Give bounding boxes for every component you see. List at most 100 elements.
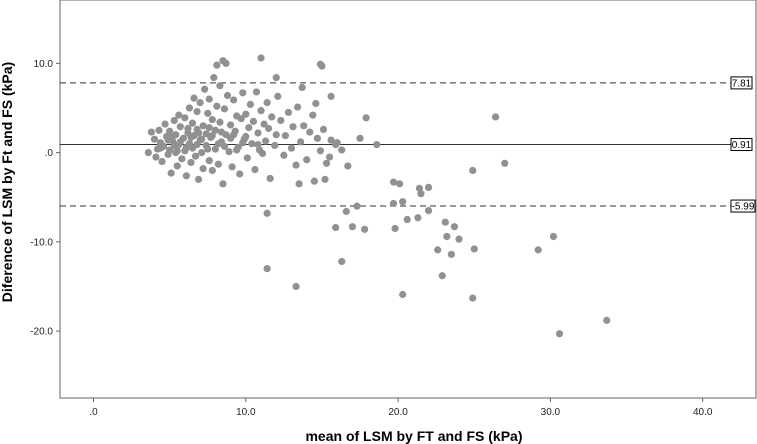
data-point bbox=[219, 180, 227, 188]
data-point bbox=[173, 147, 181, 155]
data-point bbox=[254, 140, 262, 149]
data-point bbox=[263, 265, 271, 273]
data-point bbox=[268, 113, 276, 121]
data-point bbox=[252, 88, 261, 96]
data-point bbox=[155, 126, 163, 134]
data-point bbox=[220, 142, 229, 150]
data-point bbox=[332, 223, 340, 232]
data-point bbox=[213, 102, 221, 110]
data-point bbox=[274, 92, 282, 100]
data-point bbox=[414, 214, 422, 222]
data-point bbox=[260, 120, 268, 128]
y-axis-title: Diference of LSM by Ft and FS (kPa) bbox=[0, 62, 15, 302]
data-point bbox=[236, 170, 244, 178]
data-point bbox=[199, 122, 207, 130]
plot-area-frame bbox=[59, 0, 757, 399]
data-point bbox=[213, 61, 221, 69]
data-point bbox=[144, 148, 152, 157]
data-point bbox=[216, 82, 224, 90]
data-point bbox=[251, 165, 259, 174]
data-point bbox=[147, 128, 155, 136]
data-point bbox=[175, 111, 183, 119]
data-point bbox=[441, 218, 449, 226]
data-point bbox=[310, 177, 318, 185]
data-point bbox=[214, 140, 222, 148]
data-point bbox=[223, 91, 232, 100]
data-point bbox=[237, 115, 245, 123]
data-point bbox=[239, 89, 247, 97]
data-point bbox=[242, 110, 250, 118]
data-point bbox=[242, 132, 250, 141]
data-point bbox=[303, 156, 311, 164]
data-point bbox=[555, 330, 564, 338]
data-point bbox=[214, 160, 222, 168]
data-point bbox=[280, 151, 288, 159]
data-point bbox=[272, 131, 280, 139]
data-point bbox=[389, 178, 398, 186]
data-point bbox=[254, 129, 262, 137]
data-point bbox=[348, 223, 357, 231]
data-point bbox=[455, 235, 463, 243]
data-point bbox=[220, 105, 229, 113]
data-point bbox=[327, 136, 335, 144]
data-point bbox=[266, 174, 274, 183]
data-point bbox=[297, 138, 305, 146]
data-point bbox=[211, 126, 219, 134]
data-point bbox=[166, 146, 174, 154]
data-point bbox=[438, 272, 446, 280]
data-point bbox=[309, 111, 317, 119]
data-point bbox=[198, 148, 206, 157]
data-point bbox=[172, 131, 180, 139]
data-point bbox=[228, 163, 236, 171]
data-point bbox=[306, 128, 314, 136]
data-point bbox=[201, 85, 209, 93]
data-point bbox=[243, 154, 251, 162]
data-point bbox=[249, 117, 258, 125]
data-point bbox=[194, 175, 203, 183]
data-point bbox=[316, 147, 325, 155]
data-point bbox=[319, 125, 328, 133]
data-point bbox=[230, 131, 238, 139]
data-point bbox=[262, 137, 270, 145]
data-point bbox=[257, 54, 265, 62]
reference-label-0: 7.81 bbox=[732, 78, 752, 89]
data-point bbox=[333, 139, 341, 147]
data-point bbox=[150, 135, 159, 143]
data-point bbox=[173, 162, 181, 170]
data-point bbox=[199, 165, 207, 173]
data-point bbox=[289, 123, 297, 131]
data-point bbox=[342, 207, 350, 216]
data-point bbox=[424, 183, 433, 191]
data-point bbox=[469, 166, 477, 175]
x-tick-label: 10.0 bbox=[236, 407, 256, 418]
data-point bbox=[205, 157, 213, 165]
data-point bbox=[443, 232, 451, 241]
data-point bbox=[178, 155, 186, 163]
data-point bbox=[298, 83, 306, 92]
data-point bbox=[166, 132, 174, 141]
data-point bbox=[399, 198, 407, 206]
reference-label-box-2 bbox=[730, 199, 756, 213]
data-point bbox=[184, 124, 192, 133]
x-axis-title: mean of LSM by FT and FS (kPa) bbox=[305, 428, 522, 444]
data-point bbox=[217, 128, 226, 136]
data-point bbox=[185, 104, 194, 112]
data-point bbox=[181, 114, 189, 122]
data-point bbox=[156, 144, 165, 152]
data-point bbox=[389, 199, 398, 208]
data-point bbox=[318, 62, 326, 70]
data-point bbox=[226, 121, 235, 129]
data-point bbox=[208, 132, 216, 140]
data-point bbox=[491, 113, 500, 121]
data-point bbox=[187, 158, 195, 167]
data-point bbox=[170, 141, 178, 150]
data-point bbox=[257, 107, 265, 115]
data-point bbox=[233, 146, 241, 154]
data-point bbox=[353, 202, 361, 210]
x-axis-ticks: .0 10.0 20.0 30.0 40.0 bbox=[89, 398, 713, 418]
reference-label-1: 0.91 bbox=[732, 140, 752, 151]
data-point bbox=[292, 161, 300, 169]
data-point bbox=[284, 108, 293, 117]
